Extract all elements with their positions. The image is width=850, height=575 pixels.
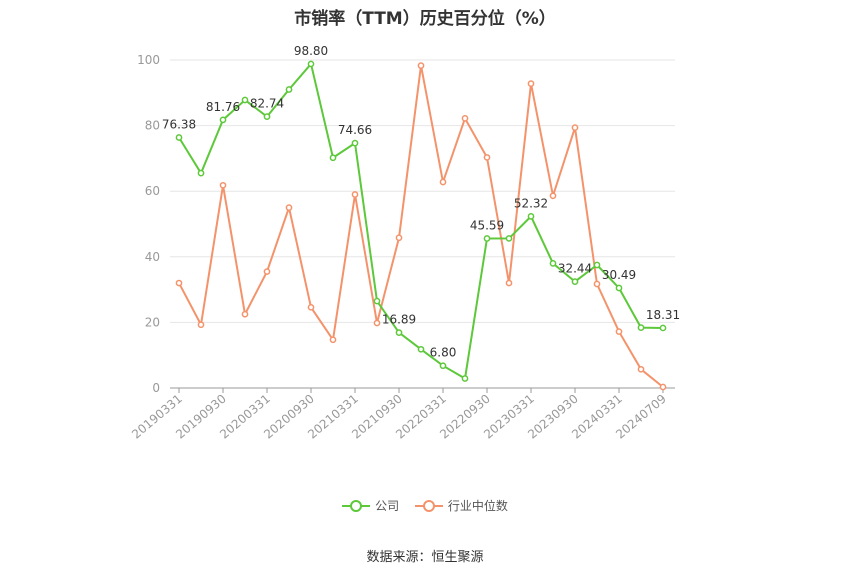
data-point-industry-median xyxy=(637,365,645,373)
data-point-company xyxy=(351,139,359,147)
data-label: 52.32 xyxy=(514,196,548,210)
data-label: 74.66 xyxy=(338,123,372,137)
data-point-industry-median xyxy=(395,234,403,242)
data-label: 81.76 xyxy=(206,100,240,114)
data-point-industry-median xyxy=(175,279,183,287)
data-point-industry-median xyxy=(439,178,447,186)
legend-item-company[interactable]: 公司 xyxy=(342,497,399,514)
data-label: 45.59 xyxy=(470,218,504,232)
data-point-industry-median xyxy=(549,192,557,200)
data-point-company xyxy=(593,261,601,269)
data-point-company xyxy=(527,213,535,220)
data-point-industry-median xyxy=(219,181,227,189)
data-point-company xyxy=(175,134,183,141)
legend-swatch-industry-median xyxy=(414,499,443,512)
legend-item-industry-median[interactable]: 行业中位数 xyxy=(414,497,508,514)
y-tick-label: 20 xyxy=(145,315,160,329)
data-point-industry-median xyxy=(571,124,579,131)
data-point-industry-median xyxy=(659,383,667,391)
data-point-industry-median xyxy=(373,319,381,327)
y-tick-label: 0 xyxy=(152,381,160,395)
data-point-company xyxy=(417,345,425,353)
data-point-company xyxy=(461,375,469,382)
source-note: 数据来源：恒生聚源 xyxy=(366,550,484,565)
y-tick-label: 100 xyxy=(137,53,160,67)
data-point-company xyxy=(571,278,579,285)
data-point-company xyxy=(395,329,403,336)
data-point-industry-median xyxy=(593,280,601,288)
data-point-industry-median xyxy=(307,303,315,311)
data-point-company xyxy=(263,113,271,120)
data-point-company xyxy=(483,235,491,242)
data-point-company xyxy=(637,324,645,331)
data-point-company xyxy=(549,260,557,267)
series-line-industry-median xyxy=(178,65,664,388)
data-point-company xyxy=(329,154,337,162)
y-tick-label: 40 xyxy=(145,250,160,264)
data-point-industry-median xyxy=(461,115,469,122)
data-point-company xyxy=(219,116,227,124)
data-point-industry-median xyxy=(285,204,293,211)
chart-title: 市销率（TTM）历史百分位（%） xyxy=(294,9,556,29)
data-point-company xyxy=(197,169,205,177)
series-line-company xyxy=(178,61,664,381)
data-point-company xyxy=(373,297,381,305)
data-point-industry-median xyxy=(483,154,491,161)
data-label: 76.38 xyxy=(162,117,196,131)
data-label: 98.80 xyxy=(294,44,328,58)
legend-swatch-company xyxy=(342,499,371,512)
data-point-company xyxy=(615,284,623,292)
data-point-industry-median xyxy=(329,336,337,344)
data-point-industry-median xyxy=(615,328,623,335)
data-label: 30.49 xyxy=(602,268,636,282)
legend: 公司 行业中位数 xyxy=(0,497,850,517)
data-point-company xyxy=(505,235,513,242)
data-point-company xyxy=(439,362,447,370)
y-tick-label: 80 xyxy=(145,119,160,133)
data-point-industry-median xyxy=(527,80,535,87)
data-point-industry-median xyxy=(505,279,513,287)
data-point-industry-median xyxy=(351,191,359,198)
data-point-company xyxy=(241,96,249,104)
data-point-company xyxy=(307,60,315,68)
data-label: 6.80 xyxy=(430,346,457,360)
data-point-company xyxy=(285,86,293,93)
data-label: 18.31 xyxy=(646,308,680,322)
data-point-industry-median xyxy=(263,268,271,275)
legend-label-company: 公司 xyxy=(375,499,400,513)
data-label: 16.89 xyxy=(382,313,416,327)
data-point-industry-median xyxy=(417,62,425,69)
data-label: 32.44 xyxy=(558,262,592,276)
data-point-industry-median xyxy=(241,310,249,318)
data-label: 82.74 xyxy=(250,97,284,111)
data-point-company xyxy=(659,324,667,332)
y-tick-label: 60 xyxy=(145,184,160,198)
legend-label-industry-median: 行业中位数 xyxy=(447,499,508,513)
data-point-industry-median xyxy=(197,321,205,329)
